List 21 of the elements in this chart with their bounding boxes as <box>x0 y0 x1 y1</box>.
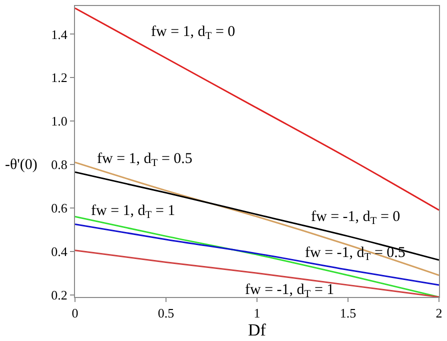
y-tick-label: 1.4 <box>51 26 68 42</box>
series-label: fw = -1, d$_{T}$ = 0.5 <box>305 245 406 264</box>
x-tick-label: 2 <box>436 306 442 321</box>
x-tick-label: 0.5 <box>158 306 174 321</box>
x-tick-label: 1 <box>254 306 260 321</box>
series-label: fw = 1, d$_{T}$ = 1 <box>91 203 176 222</box>
y-tick-label: 1.0 <box>51 114 68 129</box>
y-tick-label: 0.8 <box>51 157 68 172</box>
line-series <box>75 171 439 261</box>
y-tick-label: 0.4 <box>51 244 68 259</box>
y-tick-label: 1.2 <box>51 70 68 86</box>
series-label: fw = 1, d$_{T}$ = 0 <box>151 24 236 42</box>
x-axis-title: Df <box>248 320 266 340</box>
y-tick-label: 0.6 <box>51 200 68 216</box>
x-tick-label: 1.5 <box>340 306 356 321</box>
series-label: fw = -1, d$_{T}$ = 1 <box>245 282 334 300</box>
x-tick-label: 0 <box>72 306 78 321</box>
y-tick-label: 0.2 <box>51 287 68 302</box>
series-label: fw = -1, d$_{T}$ = 0 <box>311 209 400 228</box>
y-axis-title: -θ'(0) <box>5 157 38 173</box>
series-label: fw = 1, d$_{T}$ = 0.5 <box>97 151 192 170</box>
